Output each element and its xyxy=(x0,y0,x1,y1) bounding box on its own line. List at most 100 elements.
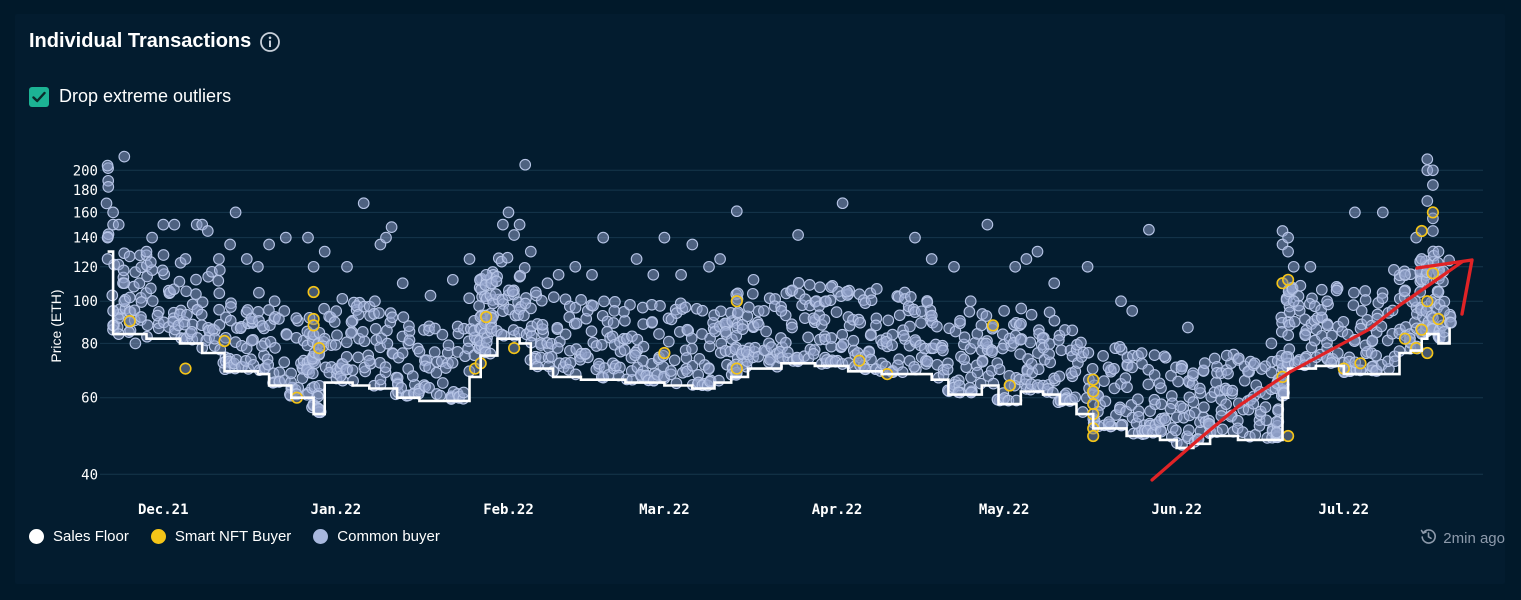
common-buyer-point[interactable] xyxy=(630,253,643,265)
common-buyer-point[interactable] xyxy=(101,159,114,172)
common-buyer-point[interactable] xyxy=(1198,401,1210,414)
common-buyer-point[interactable] xyxy=(1143,223,1155,236)
common-buyer-point[interactable] xyxy=(369,323,382,335)
common-buyer-point[interactable] xyxy=(1098,375,1110,387)
common-buyer-point[interactable] xyxy=(157,218,170,231)
common-buyer-point[interactable] xyxy=(1432,245,1445,258)
common-buyer-point[interactable] xyxy=(123,250,136,263)
common-buyer-point[interactable] xyxy=(730,205,743,218)
common-buyer-point[interactable] xyxy=(1304,260,1317,273)
smart-buyer-point[interactable] xyxy=(1087,429,1100,443)
common-buyer-point[interactable] xyxy=(1232,352,1245,365)
common-buyer-point[interactable] xyxy=(1287,295,1300,308)
common-buyer-point[interactable] xyxy=(986,346,998,358)
common-buyer-point[interactable] xyxy=(424,289,437,302)
smart-buyer-point[interactable] xyxy=(1415,224,1428,238)
common-buyer-point[interactable] xyxy=(262,358,275,371)
common-buyer-point[interactable] xyxy=(1025,308,1038,321)
common-buyer-point[interactable] xyxy=(908,361,921,373)
legend-item-sales-floor[interactable]: Sales Floor xyxy=(29,528,129,545)
common-buyer-point[interactable] xyxy=(118,277,131,290)
common-buyer-point[interactable] xyxy=(273,313,285,325)
common-buyer-point[interactable] xyxy=(703,363,715,375)
common-buyer-point[interactable] xyxy=(597,231,610,244)
common-buyer-point[interactable] xyxy=(386,311,399,324)
smart-buyer-point[interactable] xyxy=(307,319,320,332)
smart-buyer-point[interactable] xyxy=(1087,398,1100,411)
common-buyer-point[interactable] xyxy=(352,351,364,364)
common-buyer-point[interactable] xyxy=(736,323,749,335)
common-buyer-point[interactable] xyxy=(1135,347,1148,359)
common-buyer-point[interactable] xyxy=(524,245,537,258)
common-buyer-point[interactable] xyxy=(746,287,759,300)
common-buyer-point[interactable] xyxy=(803,279,816,291)
common-buyer-point[interactable] xyxy=(107,206,119,219)
smart-buyer-point[interactable] xyxy=(1354,357,1367,370)
common-buyer-point[interactable] xyxy=(480,336,493,349)
common-buyer-point[interactable] xyxy=(958,353,971,366)
common-buyer-point[interactable] xyxy=(240,253,253,265)
common-buyer-point[interactable] xyxy=(340,351,353,363)
common-buyer-point[interactable] xyxy=(792,229,804,241)
common-buyer-point[interactable] xyxy=(802,331,814,344)
common-buyer-point[interactable] xyxy=(502,206,515,219)
smart-buyer-point[interactable] xyxy=(179,362,192,375)
common-buyer-point[interactable] xyxy=(369,295,381,308)
common-buyer-point[interactable] xyxy=(434,389,447,402)
common-buyer-point[interactable] xyxy=(624,298,636,311)
common-buyer-point[interactable] xyxy=(1321,319,1334,332)
common-buyer-point[interactable] xyxy=(598,295,610,308)
common-buyer-point[interactable] xyxy=(513,218,526,231)
common-buyer-point[interactable] xyxy=(865,294,878,307)
common-buyer-point[interactable] xyxy=(446,273,459,286)
common-buyer-point[interactable] xyxy=(381,337,394,350)
common-buyer-point[interactable] xyxy=(133,277,146,290)
common-buyer-point[interactable] xyxy=(1182,321,1194,334)
common-buyer-point[interactable] xyxy=(607,317,620,329)
common-buyer-point[interactable] xyxy=(1053,370,1066,383)
common-buyer-point[interactable] xyxy=(686,238,699,251)
common-buyer-point[interactable] xyxy=(1047,386,1059,399)
common-buyer-point[interactable] xyxy=(1349,206,1361,219)
common-buyer-point[interactable] xyxy=(559,328,572,341)
smart-buyer-point[interactable] xyxy=(123,315,136,328)
common-buyer-point[interactable] xyxy=(1438,326,1450,338)
common-buyer-point[interactable] xyxy=(1270,426,1283,439)
common-buyer-point[interactable] xyxy=(373,307,385,319)
info-circle-icon[interactable] xyxy=(259,31,281,53)
common-buyer-point[interactable] xyxy=(213,319,226,331)
common-buyer-point[interactable] xyxy=(1421,153,1434,166)
common-buyer-point[interactable] xyxy=(1174,400,1187,413)
common-buyer-point[interactable] xyxy=(490,275,503,288)
common-buyer-point[interactable] xyxy=(302,231,314,244)
common-buyer-point[interactable] xyxy=(446,356,459,369)
smart-buyer-point[interactable] xyxy=(1421,295,1434,308)
common-buyer-point[interactable] xyxy=(1081,260,1094,273)
common-buyer-point[interactable] xyxy=(1126,361,1139,374)
common-buyer-point[interactable] xyxy=(1187,396,1200,408)
common-buyer-point[interactable] xyxy=(1158,350,1171,363)
common-buyer-point[interactable] xyxy=(1265,366,1278,379)
common-buyer-point[interactable] xyxy=(213,264,226,276)
common-buyer-point[interactable] xyxy=(1121,381,1133,394)
common-buyer-point[interactable] xyxy=(775,305,788,317)
common-buyer-point[interactable] xyxy=(123,291,136,304)
common-buyer-point[interactable] xyxy=(224,314,237,327)
common-buyer-point[interactable] xyxy=(1376,206,1389,219)
common-buyer-point[interactable] xyxy=(118,150,131,163)
common-buyer-point[interactable] xyxy=(518,309,530,322)
common-buyer-point[interactable] xyxy=(595,338,608,351)
common-buyer-point[interactable] xyxy=(1355,305,1368,317)
common-buyer-point[interactable] xyxy=(345,316,358,328)
common-buyer-point[interactable] xyxy=(135,311,147,323)
common-buyer-point[interactable] xyxy=(100,197,113,210)
common-buyer-point[interactable] xyxy=(1170,424,1182,437)
common-buyer-point[interactable] xyxy=(670,377,683,390)
common-buyer-point[interactable] xyxy=(463,292,476,305)
common-buyer-point[interactable] xyxy=(268,295,281,308)
common-buyer-point[interactable] xyxy=(952,386,965,399)
common-buyer-point[interactable] xyxy=(1082,346,1095,359)
common-buyer-point[interactable] xyxy=(1427,179,1439,191)
common-buyer-point[interactable] xyxy=(925,253,938,265)
common-buyer-point[interactable] xyxy=(224,238,236,251)
